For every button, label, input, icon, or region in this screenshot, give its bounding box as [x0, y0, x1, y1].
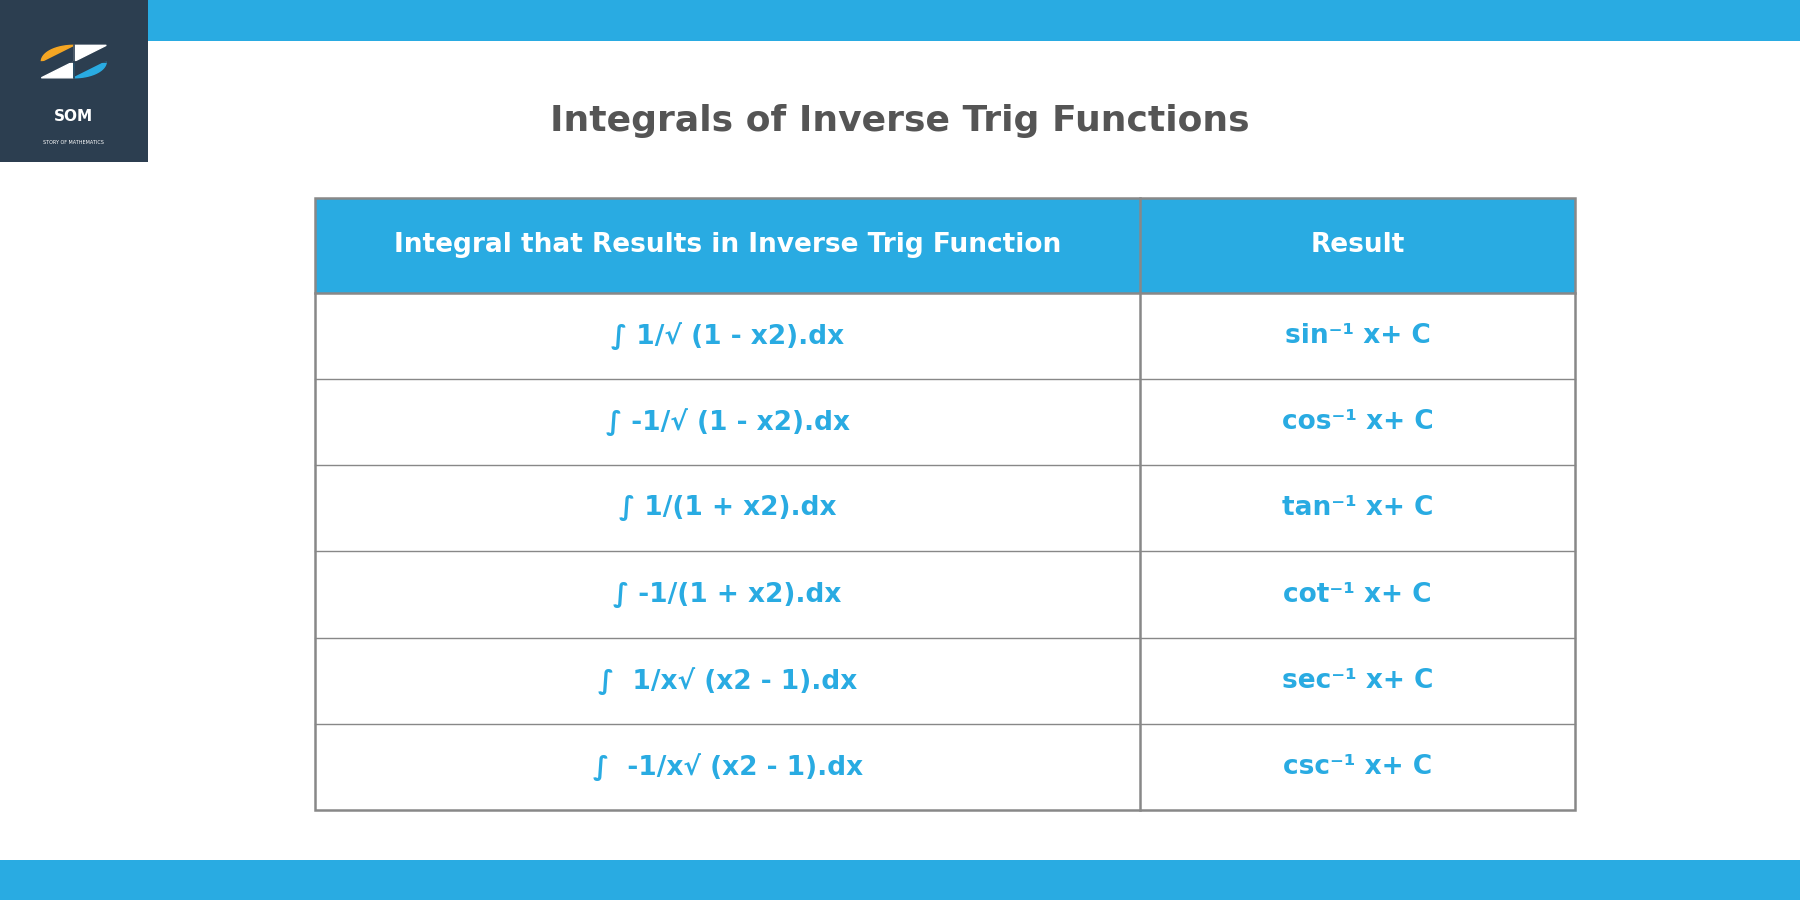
- Polygon shape: [74, 45, 106, 61]
- Text: tan⁻¹ x+ C: tan⁻¹ x+ C: [1282, 495, 1433, 521]
- Text: cot⁻¹ x+ C: cot⁻¹ x+ C: [1283, 581, 1431, 608]
- Text: Integrals of Inverse Trig Functions: Integrals of Inverse Trig Functions: [551, 104, 1249, 139]
- Bar: [0, 0, 148, 162]
- Bar: [0, 0, 1800, 40]
- Text: STORY OF MATHEMATICS: STORY OF MATHEMATICS: [43, 140, 104, 145]
- Text: sin⁻¹ x+ C: sin⁻¹ x+ C: [1285, 323, 1431, 349]
- Polygon shape: [74, 61, 106, 77]
- Text: ∫ 1/(1 + x2).dx: ∫ 1/(1 + x2).dx: [619, 495, 837, 521]
- Bar: [315, 724, 1575, 810]
- Text: ∫ -1/(1 + x2).dx: ∫ -1/(1 + x2).dx: [614, 581, 842, 608]
- Bar: [315, 637, 1575, 724]
- Text: SOM: SOM: [54, 109, 94, 124]
- Bar: [315, 198, 1575, 292]
- Bar: [315, 552, 1575, 637]
- Bar: [315, 198, 1575, 810]
- Text: csc⁻¹ x+ C: csc⁻¹ x+ C: [1283, 754, 1433, 780]
- Text: sec⁻¹ x+ C: sec⁻¹ x+ C: [1282, 668, 1433, 694]
- Text: ∫ 1/√ (1 - x2).dx: ∫ 1/√ (1 - x2).dx: [610, 322, 844, 350]
- Polygon shape: [41, 61, 74, 77]
- Text: ∫  -1/x√ (x2 - 1).dx: ∫ -1/x√ (x2 - 1).dx: [592, 753, 862, 781]
- Text: ∫ -1/√ (1 - x2).dx: ∫ -1/√ (1 - x2).dx: [605, 409, 850, 436]
- Text: ∫  1/x√ (x2 - 1).dx: ∫ 1/x√ (x2 - 1).dx: [598, 667, 857, 695]
- Bar: [0, 860, 1800, 900]
- Polygon shape: [41, 45, 74, 61]
- Bar: [315, 465, 1575, 552]
- Text: Result: Result: [1310, 232, 1404, 258]
- Bar: [315, 292, 1575, 379]
- Text: cos⁻¹ x+ C: cos⁻¹ x+ C: [1282, 410, 1433, 435]
- Text: Integral that Results in Inverse Trig Function: Integral that Results in Inverse Trig Fu…: [394, 232, 1062, 258]
- Bar: [315, 379, 1575, 465]
